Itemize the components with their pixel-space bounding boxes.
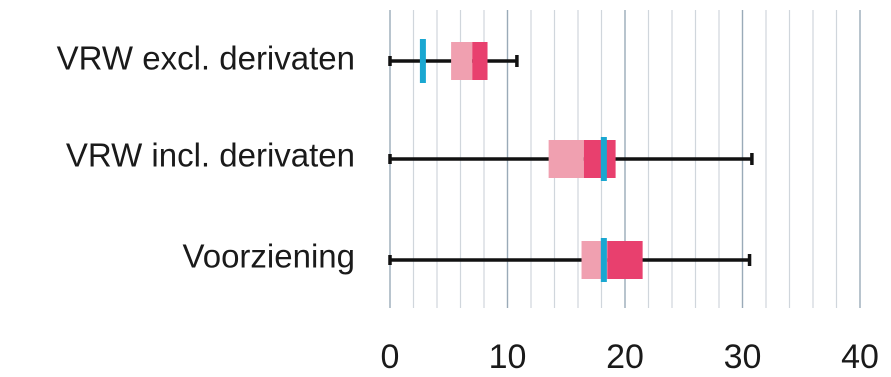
box-series: [388, 39, 754, 282]
box-upper-half: [472, 42, 488, 80]
box-group: [388, 137, 754, 181]
value-marker: [600, 238, 607, 282]
box-upper-half: [607, 241, 643, 279]
box-upper-half: [583, 140, 616, 178]
box-group: [388, 39, 519, 83]
box-group: [388, 238, 752, 282]
x-tick-label: 40: [841, 338, 879, 376]
category-label: VRW excl. derivaten: [57, 40, 355, 77]
value-marker: [600, 137, 607, 181]
value-marker: [419, 39, 426, 83]
category-labels: VRW excl. derivaten VRW incl. derivaten …: [57, 40, 355, 275]
category-label: Voorziening: [183, 238, 355, 275]
x-tick-labels: 0 10 20 30 40: [381, 338, 879, 376]
x-tick-label: 0: [381, 338, 400, 376]
x-tick-label: 30: [724, 338, 762, 376]
x-tick-label: 20: [606, 338, 644, 376]
category-label: VRW incl. derivaten: [66, 137, 355, 174]
box-lower-half: [548, 140, 584, 178]
box-lower-half: [451, 42, 473, 80]
x-tick-label: 10: [489, 338, 527, 376]
